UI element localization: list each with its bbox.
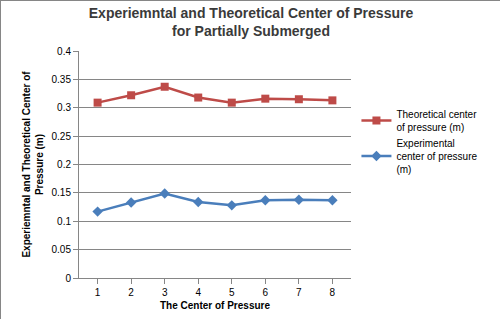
svg-text:Experimentalcenter of pressure: Experimentalcenter of pressure(m)	[396, 138, 477, 175]
svg-text:0.15: 0.15	[52, 187, 72, 198]
svg-text:0.1: 0.1	[57, 216, 71, 227]
svg-text:0.2: 0.2	[57, 159, 71, 170]
svg-text:0.05: 0.05	[52, 244, 72, 255]
svg-text:0.35: 0.35	[52, 74, 72, 85]
svg-text:5: 5	[229, 287, 235, 298]
svg-text:0.3: 0.3	[57, 102, 71, 113]
svg-text:0.25: 0.25	[52, 131, 72, 142]
svg-text:7: 7	[296, 287, 302, 298]
svg-text:The Center of Pressure: The Center of Pressure	[160, 300, 270, 311]
svg-text:0: 0	[65, 273, 71, 284]
svg-text:2: 2	[128, 287, 134, 298]
svg-text:Experiemntal and Theoretical C: Experiemntal and Theoretical Center ofPr…	[21, 71, 45, 258]
svg-text:1: 1	[95, 287, 101, 298]
svg-text:4: 4	[195, 287, 201, 298]
svg-text:3: 3	[162, 287, 168, 298]
svg-text:Experiemntal and Theoretical C: Experiemntal and Theoretical Center of P…	[89, 5, 414, 39]
svg-text:6: 6	[263, 287, 269, 298]
svg-text:0.4: 0.4	[57, 46, 71, 57]
svg-text:Theoretical centerof pressure: Theoretical centerof pressure (m)	[396, 109, 477, 133]
svg-text:8: 8	[330, 287, 336, 298]
